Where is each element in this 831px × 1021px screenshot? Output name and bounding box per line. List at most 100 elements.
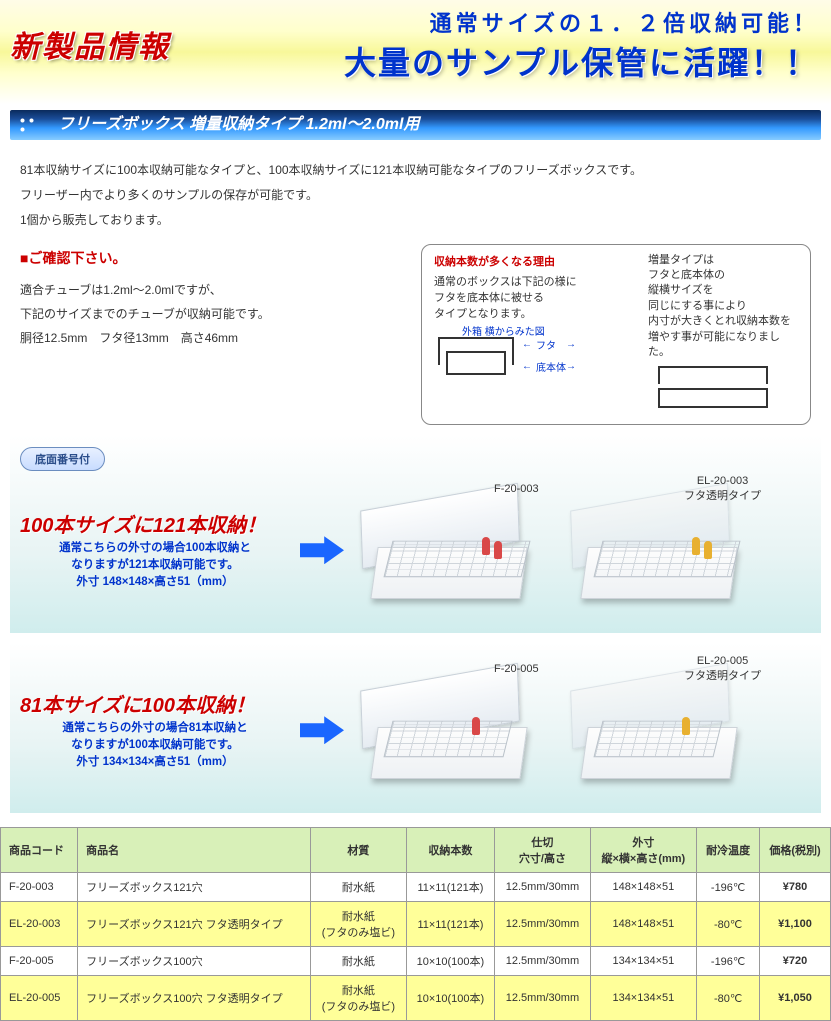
table-header: 商品名 [78, 828, 311, 873]
table-header: 耐冷温度 [697, 828, 760, 873]
product-section-1: 底面番号付 100本サイズに121本収納！ 通常こちらの外寸の場合100本収納と… [10, 435, 821, 633]
prod1-image-b: EL-20-003フタ透明タイプ [564, 475, 764, 625]
table-row: EL-20-003フリーズボックス121穴 フタ透明タイプ耐水紙 (フタのみ塩ビ… [1, 902, 831, 947]
table-cell: 耐水紙 [311, 947, 406, 976]
new-product-badge: 新製品情報 [10, 22, 170, 66]
diag2-base [658, 388, 768, 408]
prod2-note: 通常こちらの外寸の場合81本収納と なりますが100本収納可能です。 外寸 13… [20, 720, 290, 772]
intro-text: 81本収納サイズに100本収納可能なタイプと、100本収納サイズに121本収納可… [0, 154, 831, 244]
prod2-code-a: F-20-005 [494, 663, 539, 675]
table-cell: ¥780 [760, 873, 831, 902]
prod2-code-b: EL-20-005フタ透明タイプ [684, 655, 761, 683]
table-cell: F-20-003 [1, 873, 78, 902]
table-cell: 148×148×51 [590, 873, 697, 902]
table-cell: -80℃ [697, 976, 760, 1021]
table-cell: 12.5mm/30mm [495, 947, 590, 976]
infobox-left-3: タイプとなります。 [434, 305, 640, 321]
table-cell: フリーズボックス121穴 フタ透明タイプ [78, 902, 311, 947]
table-cell: 12.5mm/30mm [495, 873, 590, 902]
table-cell: 11×11(121本) [406, 873, 495, 902]
hero-banner: 新製品情報 通常サイズの１．２倍収納可能！ 大量のサンプル保管に活躍！！ [0, 0, 831, 104]
infobox-right: 増量タイプは フタと底本体の 縦横サイズを 同じにする事により 内寸が大きくとれ… [648, 253, 798, 415]
table-header: 価格(税別) [760, 828, 831, 873]
table-cell: 148×148×51 [590, 902, 697, 947]
table-cell: ¥1,050 [760, 976, 831, 1021]
hero-line1: 通常サイズの１．２倍収納可能！ [344, 6, 819, 38]
reason-infobox: 収納本数が多くなる理由 通常のボックスは下記の様に フタを底本体に被せる タイプ… [421, 244, 811, 426]
prod1-row: 100本サイズに121本収納！ 通常こちらの外寸の場合100本収納と なりますが… [20, 475, 811, 625]
table-cell: 10×10(100本) [406, 976, 495, 1021]
diag-futa-arrow2: → [566, 339, 576, 350]
diag-base-arrow: ← [522, 361, 532, 372]
table-cell: 耐水紙 [311, 873, 406, 902]
tube-icon [682, 717, 690, 735]
table-header: 外寸 縦×横×高さ(mm) [590, 828, 697, 873]
diag-futa-arrow: ← [522, 339, 532, 350]
intro-p1: 81本収納サイズに100本収納可能なタイプと、100本収納サイズに121本収納可… [20, 158, 811, 183]
prod1-image-a: F-20-003 [354, 475, 554, 625]
table-cell: ¥720 [760, 947, 831, 976]
confirm-l3: 胴径12.5mm フタ径13mm 高さ46mm [20, 326, 401, 350]
table-cell: フリーズボックス100穴 [78, 947, 311, 976]
prod2-image-a: F-20-005 [354, 655, 554, 805]
prod1-note: 通常こちらの外寸の場合100本収納と なりますが121本収納可能です。 外寸 1… [20, 540, 290, 592]
table-cell: 12.5mm/30mm [495, 976, 590, 1021]
tube-icon [704, 541, 712, 559]
table-cell: ¥1,100 [760, 902, 831, 947]
diag-futa-label: フタ [536, 337, 556, 352]
prod1-code-a: F-20-003 [494, 483, 539, 495]
confirm-l1: 適合チューブは1.2ml〜2.0mlですが、 [20, 278, 401, 302]
table-cell: 12.5mm/30mm [495, 902, 590, 947]
confirm-row: ■ご確認下さい。 適合チューブは1.2ml〜2.0mlですが、 下記のサイズまで… [0, 244, 831, 426]
table-header: 仕切 穴寸/高さ [495, 828, 590, 873]
hero-line2: 大量のサンプル保管に活躍！！ [344, 38, 819, 84]
diag2-lid [658, 366, 768, 384]
infobox-title: 収納本数が多くなる理由 [434, 253, 640, 269]
table-cell: -196℃ [697, 873, 760, 902]
box-grid [593, 541, 740, 577]
tube-icon [692, 537, 700, 555]
table-row: F-20-005フリーズボックス100穴耐水紙10×10(100本)12.5mm… [1, 947, 831, 976]
table-cell: -196℃ [697, 947, 760, 976]
diag-top-label: 外箱 横からみた図 [462, 323, 545, 338]
tube-icon [494, 541, 502, 559]
intro-p3: 1個から販売しております。 [20, 208, 811, 233]
spec-thead: 商品コード商品名材質収納本数仕切 穴寸/高さ外寸 縦×横×高さ(mm)耐冷温度価… [1, 828, 831, 873]
confirm-l2: 下記のサイズまでのチューブが収納可能です。 [20, 302, 401, 326]
prod2-head: 81本サイズに100本収納！ [20, 689, 290, 718]
table-header: 商品コード [1, 828, 78, 873]
table-cell: 耐水紙 (フタのみ塩ビ) [311, 902, 406, 947]
table-row: EL-20-005フリーズボックス100穴 フタ透明タイプ耐水紙 (フタのみ塩ビ… [1, 976, 831, 1021]
diag-right [648, 364, 798, 414]
prod1-head: 100本サイズに121本収納！ [20, 509, 290, 538]
arrow-icon [300, 536, 344, 564]
bottom-number-badge: 底面番号付 [20, 447, 105, 471]
box-grid [383, 541, 530, 577]
prod1-code-b: EL-20-003フタ透明タイプ [684, 475, 761, 503]
table-cell: 10×10(100本) [406, 947, 495, 976]
tube-icon [482, 537, 490, 555]
spec-table: 商品コード商品名材質収納本数仕切 穴寸/高さ外寸 縦×横×高さ(mm)耐冷温度価… [0, 827, 831, 1021]
box-grid [593, 721, 722, 757]
table-cell: フリーズボックス100穴 フタ透明タイプ [78, 976, 311, 1021]
spec-tbody: F-20-003フリーズボックス121穴耐水紙11×11(121本)12.5mm… [1, 873, 831, 1021]
confirm-block: ■ご確認下さい。 適合チューブは1.2ml〜2.0mlですが、 下記のサイズまで… [20, 244, 401, 350]
table-cell: フリーズボックス121穴 [78, 873, 311, 902]
prod1-caption: 100本サイズに121本収納！ 通常こちらの外寸の場合100本収納と なりますが… [20, 509, 290, 592]
table-cell: EL-20-005 [1, 976, 78, 1021]
product-section-2: 81本サイズに100本収納！ 通常こちらの外寸の場合81本収納と なりますが10… [10, 643, 821, 813]
table-cell: -80℃ [697, 902, 760, 947]
prod2-image-b: EL-20-005フタ透明タイプ [564, 655, 764, 805]
tube-icon [472, 717, 480, 735]
table-cell: 11×11(121本) [406, 902, 495, 947]
infobox-left-2: フタを底本体に被せる [434, 289, 640, 305]
diagram: 外箱 横からみた図 ← フタ ← 底本体 → → [434, 323, 640, 397]
table-cell: F-20-005 [1, 947, 78, 976]
table-cell: 耐水紙 (フタのみ塩ビ) [311, 976, 406, 1021]
arrow-icon [300, 716, 344, 744]
table-header: 材質 [311, 828, 406, 873]
diag-rect-base [446, 351, 506, 375]
table-cell: 134×134×51 [590, 976, 697, 1021]
confirm-heading: ■ご確認下さい。 [20, 244, 401, 272]
box-grid [383, 721, 512, 757]
